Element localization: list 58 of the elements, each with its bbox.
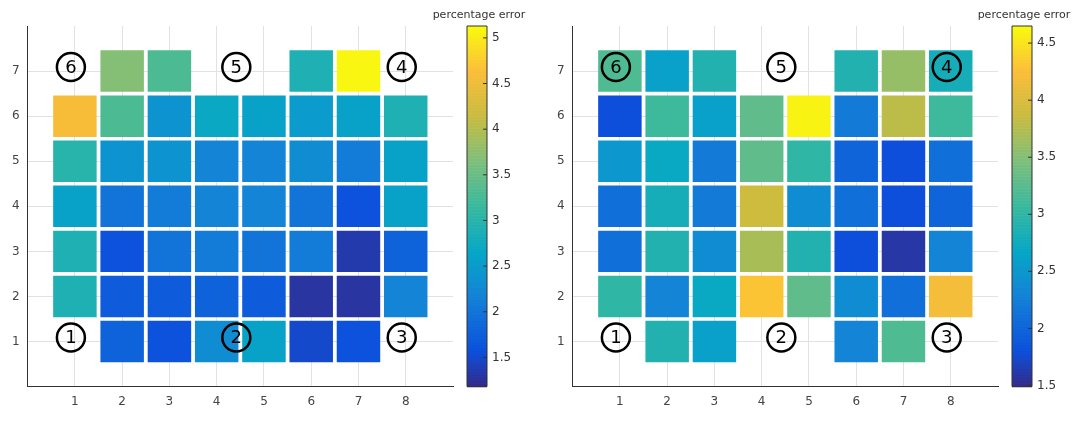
annotation: 6 — [610, 55, 622, 77]
x-tick-label: 8 — [401, 393, 410, 408]
color-bar-label: 2 — [492, 303, 500, 318]
y-tick-label: 2 — [11, 288, 20, 303]
x-tick-label: 4 — [212, 393, 221, 408]
color-bar-label: 4.5 — [1037, 35, 1057, 50]
annotation: 4 — [941, 55, 953, 77]
y-tick-label: 1 — [556, 333, 565, 348]
y-tick-label: 5 — [556, 153, 565, 168]
color-bar-label: 1.5 — [492, 349, 512, 364]
x-tick-label: 6 — [307, 393, 316, 408]
color-bar-label: 4.5 — [492, 75, 512, 90]
y-tick-label: 5 — [11, 153, 20, 168]
x-tick-label: 2 — [663, 393, 671, 408]
x-tick-label: 5 — [260, 393, 268, 408]
y-tick-label: 1 — [11, 333, 20, 348]
y-tick-label: 7 — [11, 63, 20, 78]
x-tick-label: 5 — [805, 393, 813, 408]
x-tick-label: 7 — [354, 393, 363, 408]
x-tick-label: 7 — [899, 393, 908, 408]
color-bar-label: 5 — [492, 29, 500, 44]
color-bar-label: 2.5 — [1037, 263, 1057, 278]
annotation: 6 — [65, 55, 77, 77]
color-bar-title: percentage error — [432, 8, 526, 22]
x-tick-label: 8 — [946, 393, 955, 408]
annotation: 3 — [396, 326, 408, 348]
annotation: 4 — [396, 55, 408, 77]
x-tick-label: 2 — [118, 393, 126, 408]
y-tick-label: 4 — [556, 198, 565, 213]
y-tick-label: 2 — [556, 288, 565, 303]
x-tick-label: 6 — [852, 393, 861, 408]
color-bar-label: 4 — [1037, 92, 1045, 107]
y-tick-label: 4 — [11, 198, 20, 213]
y-tick-label: 6 — [556, 108, 565, 123]
x-tick-label: 4 — [757, 393, 766, 408]
x-tick-label: 1 — [71, 393, 79, 408]
color-bar-label: 3.5 — [1037, 149, 1057, 164]
x-tick-label: 1 — [616, 393, 624, 408]
y-tick-label: 7 — [556, 63, 565, 78]
color-bar-label: 2.5 — [492, 258, 512, 273]
color-bar-label: 1.5 — [1037, 377, 1057, 392]
annotation: 5 — [775, 55, 788, 77]
color-bar-label: 3.5 — [492, 166, 512, 181]
annotation: 5 — [230, 55, 243, 77]
x-tick-label: 3 — [710, 393, 719, 408]
y-tick-label: 3 — [556, 243, 565, 258]
color-bar-label: 4 — [492, 121, 500, 136]
color-bar-label: 3 — [1037, 206, 1045, 221]
color-bar-label: 3 — [492, 212, 500, 227]
annotation: 1 — [65, 326, 77, 348]
y-tick-label: 6 — [11, 108, 20, 123]
x-tick-label: 3 — [165, 393, 174, 408]
color-bar-title: percentage error — [977, 8, 1071, 22]
color-bar-label: 2 — [1037, 320, 1045, 335]
annotation: 3 — [941, 326, 953, 348]
annotation: 2 — [775, 326, 788, 348]
annotation: 1 — [610, 326, 622, 348]
y-tick-label: 3 — [11, 243, 20, 258]
